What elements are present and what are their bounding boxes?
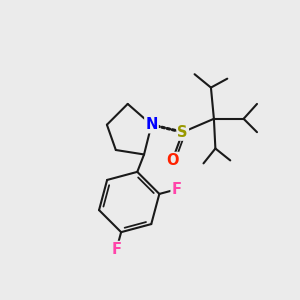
Text: F: F bbox=[172, 182, 182, 197]
Text: F: F bbox=[112, 242, 122, 257]
Text: S: S bbox=[177, 125, 188, 140]
Text: O: O bbox=[166, 153, 178, 168]
Text: N: N bbox=[145, 117, 158, 132]
